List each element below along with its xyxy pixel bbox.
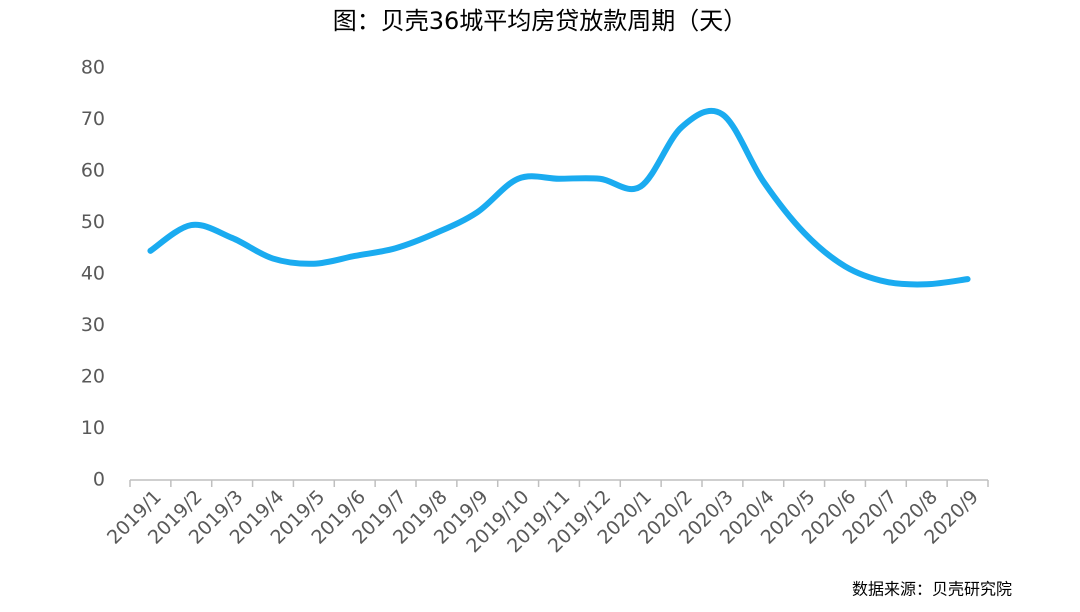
y-tick-label: 20 — [81, 366, 105, 388]
source-note: 数据来源：贝壳研究院 — [852, 580, 1012, 599]
chart-title: 图：贝壳36城平均房贷放款周期（天） — [333, 7, 748, 35]
y-tick-label: 40 — [81, 263, 105, 285]
y-tick-label: 50 — [81, 211, 105, 233]
line-series — [147, 107, 971, 288]
y-tick-label: 60 — [81, 160, 105, 182]
y-tick-label: 80 — [81, 57, 105, 79]
y-tick-label: 30 — [81, 314, 105, 336]
y-tick-label: 70 — [81, 108, 105, 130]
y-tick-label: 0 — [93, 469, 105, 491]
y-tick-label: 10 — [81, 417, 105, 439]
